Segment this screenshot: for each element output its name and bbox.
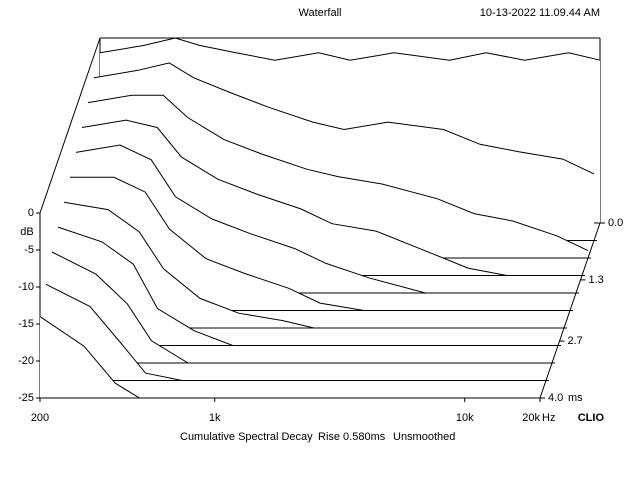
x-unit: Hz (542, 412, 555, 424)
y-unit: dB (20, 226, 33, 238)
x-tick-label: 200 (31, 412, 49, 424)
slice-line (75, 144, 576, 294)
x-tick-label: 10k (456, 412, 474, 424)
x-tick-label: 20k (522, 412, 540, 424)
slice-line (87, 94, 589, 252)
y-tick-label: -25 (18, 392, 34, 404)
z-tick-label: 4.0 (548, 392, 563, 404)
slice-fill (40, 316, 540, 398)
caption: Cumulative Spectral Decay (180, 431, 313, 443)
y-tick-label: -15 (18, 318, 34, 330)
y-tick-label: -20 (18, 355, 34, 367)
frame-line (39, 37, 101, 214)
z-tick-label: 1.3 (589, 274, 604, 286)
caption: Unsmoothed (393, 431, 455, 443)
timestamp: 10-13-2022 11.09.44 AM (480, 7, 600, 19)
slice-fill (64, 202, 564, 328)
z-tick-label: 0.0 (608, 217, 623, 229)
chart-title: Waterfall (299, 7, 342, 19)
slice-line (99, 37, 601, 61)
x-tick-label: 1k (209, 412, 221, 424)
y-tick-label: -5 (24, 244, 34, 256)
y-tick-label: -10 (18, 281, 34, 293)
slice-line (63, 201, 564, 329)
slice-fill (70, 177, 570, 311)
slice-line (57, 226, 558, 346)
z-unit: ms (568, 392, 583, 404)
slice-line (39, 316, 540, 399)
brand: CLIO (578, 412, 605, 424)
slice-line (51, 251, 552, 364)
slice-line (70, 176, 570, 311)
y-tick-label: 0 (28, 207, 34, 219)
slice-line (93, 62, 595, 175)
z-tick-label: 2.7 (568, 335, 583, 347)
caption: Rise 0.580ms (318, 431, 386, 443)
slice-line (81, 119, 582, 276)
slice-line (45, 283, 546, 381)
